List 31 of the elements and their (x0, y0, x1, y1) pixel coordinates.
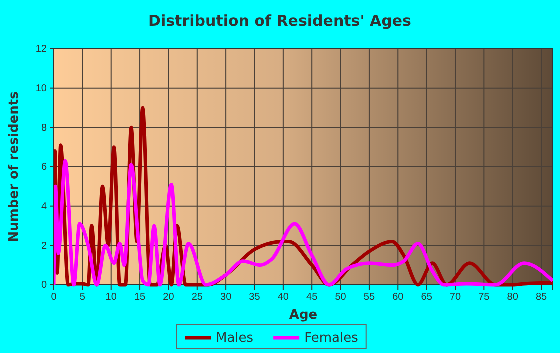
x-tick-label: 35 (249, 292, 261, 304)
y-tick-label: 2 (41, 240, 48, 252)
x-tick-label: 65 (421, 292, 433, 304)
x-tick-label: 0 (51, 292, 58, 304)
y-tick-label: 10 (36, 84, 48, 95)
x-tick-label: 10 (106, 292, 118, 304)
x-tick-label: 70 (450, 292, 462, 304)
chart-title: Distribution of Residents' Ages (148, 12, 412, 30)
x-tick-label: 45 (306, 292, 318, 304)
x-tick-label: 20 (163, 292, 175, 304)
y-tick-label: 12 (36, 44, 48, 56)
x-tick-label: 15 (134, 292, 146, 304)
x-tick-label: 50 (335, 292, 347, 304)
x-tick-label: 60 (392, 292, 404, 304)
x-tick-label: 80 (507, 292, 519, 304)
x-tick-label: 5 (80, 292, 86, 304)
y-tick-label: 6 (41, 162, 48, 174)
x-axis-title: Age (289, 308, 318, 323)
x-tick-label: 55 (364, 292, 376, 304)
y-tick-label: 0 (41, 280, 48, 292)
line-series (54, 159, 553, 287)
x-tick-label: 30 (220, 292, 232, 304)
y-axis-title: Number of residents (7, 91, 22, 242)
x-tick-label: 40 (278, 292, 290, 304)
x-tick-label: 25 (192, 292, 204, 304)
legend-label: Females (304, 331, 359, 346)
y-tick-label: 4 (41, 202, 48, 213)
y-tick-label: 8 (41, 122, 48, 134)
x-tick-label: 75 (478, 292, 490, 304)
x-tick-label: 85 (536, 292, 548, 304)
legend-label: Males (216, 331, 254, 346)
